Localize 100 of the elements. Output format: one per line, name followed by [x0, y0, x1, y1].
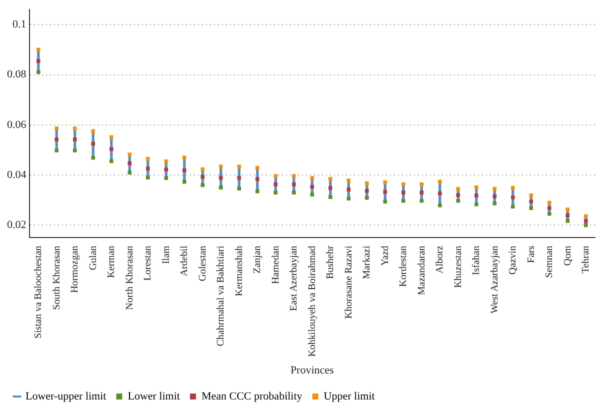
- x-tick-label: South Khorasan: [51, 246, 62, 310]
- point: [492, 186, 497, 191]
- point: [146, 166, 150, 170]
- point: [237, 186, 242, 190]
- point: [182, 168, 186, 172]
- point: [456, 186, 460, 191]
- point: [401, 198, 406, 203]
- point: [383, 180, 388, 184]
- point: [547, 212, 552, 216]
- point: [547, 206, 552, 210]
- x-tick-label: Lorestan: [142, 246, 154, 281]
- point: [91, 142, 96, 146]
- x-tick-label: East Azerbayjan: [288, 246, 300, 311]
- point: [566, 207, 570, 212]
- x-tick-label: Markazi: [362, 246, 372, 280]
- x-tick-label: Yazd: [380, 246, 391, 266]
- point: [274, 190, 278, 195]
- point: [54, 138, 59, 142]
- y-tick-label: 0.1: [12, 18, 26, 31]
- point: [182, 156, 186, 160]
- point: [566, 213, 570, 218]
- x-tick-label: Qom: [562, 245, 574, 266]
- point: [164, 176, 168, 180]
- point: [346, 188, 351, 192]
- point: [474, 194, 478, 198]
- x-tick-label: Qazvin: [508, 246, 518, 275]
- legend-label: Lower limit: [128, 390, 180, 402]
- point: [36, 70, 40, 74]
- x-tick-label: Isfahan: [471, 246, 482, 276]
- point: [274, 182, 278, 186]
- x-axis-title: Provinces: [290, 364, 334, 376]
- point: [492, 201, 497, 206]
- point: [54, 148, 59, 152]
- point: [456, 198, 460, 203]
- point: [91, 129, 96, 134]
- point: [292, 190, 296, 195]
- point: [566, 219, 570, 223]
- point: [328, 186, 332, 190]
- point: [310, 176, 314, 180]
- point: [218, 176, 223, 180]
- y-tick-label: 0.08: [7, 68, 27, 81]
- point: [529, 200, 534, 204]
- x-tick-label: Khorasane Razavi: [343, 246, 354, 319]
- point: [182, 180, 186, 184]
- point: [237, 176, 242, 180]
- x-tick-label: Ardebil: [179, 245, 190, 276]
- x-tick-label: Tehran: [580, 246, 592, 274]
- point: [474, 202, 478, 206]
- point: [510, 204, 515, 209]
- point: [72, 148, 77, 152]
- y-tick-label: 0.02: [7, 219, 26, 232]
- point: [164, 159, 168, 164]
- point: [474, 185, 478, 190]
- point: [218, 186, 223, 190]
- x-tick-label: Semnan: [544, 246, 555, 278]
- y-tick-label: 0.06: [7, 118, 27, 131]
- point: [364, 181, 369, 186]
- legend-label: Mean CCC probability: [201, 390, 303, 402]
- x-tick-label: Khuzestan: [452, 246, 464, 288]
- x-tick-label: Fars: [526, 246, 537, 263]
- point: [456, 193, 460, 198]
- point: [510, 195, 515, 200]
- x-tick-label: Kermanshah: [234, 246, 245, 296]
- point: [128, 161, 132, 166]
- point: [200, 167, 205, 172]
- point: [438, 180, 442, 184]
- point: [109, 159, 114, 164]
- point: [420, 198, 424, 203]
- point: [420, 182, 424, 186]
- point: [438, 191, 442, 196]
- x-tick-label: Kordestan: [398, 246, 409, 287]
- point: [346, 196, 351, 201]
- x-tick-label: Gulan: [88, 246, 99, 270]
- point: [364, 188, 369, 193]
- point: [255, 166, 260, 170]
- point: [492, 194, 497, 198]
- point: [310, 192, 314, 197]
- x-tick-label: West Azarbayjan: [489, 246, 500, 314]
- point: [255, 189, 260, 194]
- x-tick-label: Golestan: [197, 246, 208, 282]
- point: [584, 214, 588, 218]
- point: [109, 147, 114, 152]
- point: [72, 126, 77, 130]
- point: [146, 176, 150, 180]
- point: [91, 156, 96, 160]
- point: [310, 184, 314, 189]
- point: [54, 126, 59, 130]
- point: [200, 174, 205, 179]
- point: [128, 170, 132, 174]
- x-tick-label: Kohkilouyeh va Boirahmad: [306, 246, 318, 357]
- point: [292, 182, 296, 186]
- x-tick-label: Ilam: [160, 245, 172, 264]
- x-tick-label: Chahrmahal va Bakhtiari: [216, 246, 226, 346]
- x-tick-label: Mazandaran: [416, 246, 428, 296]
- point: [146, 156, 150, 161]
- x-tick-label: North Khorasan: [124, 246, 136, 310]
- point: [237, 164, 242, 168]
- point: [529, 206, 534, 210]
- point: [584, 219, 588, 223]
- point: [164, 168, 168, 172]
